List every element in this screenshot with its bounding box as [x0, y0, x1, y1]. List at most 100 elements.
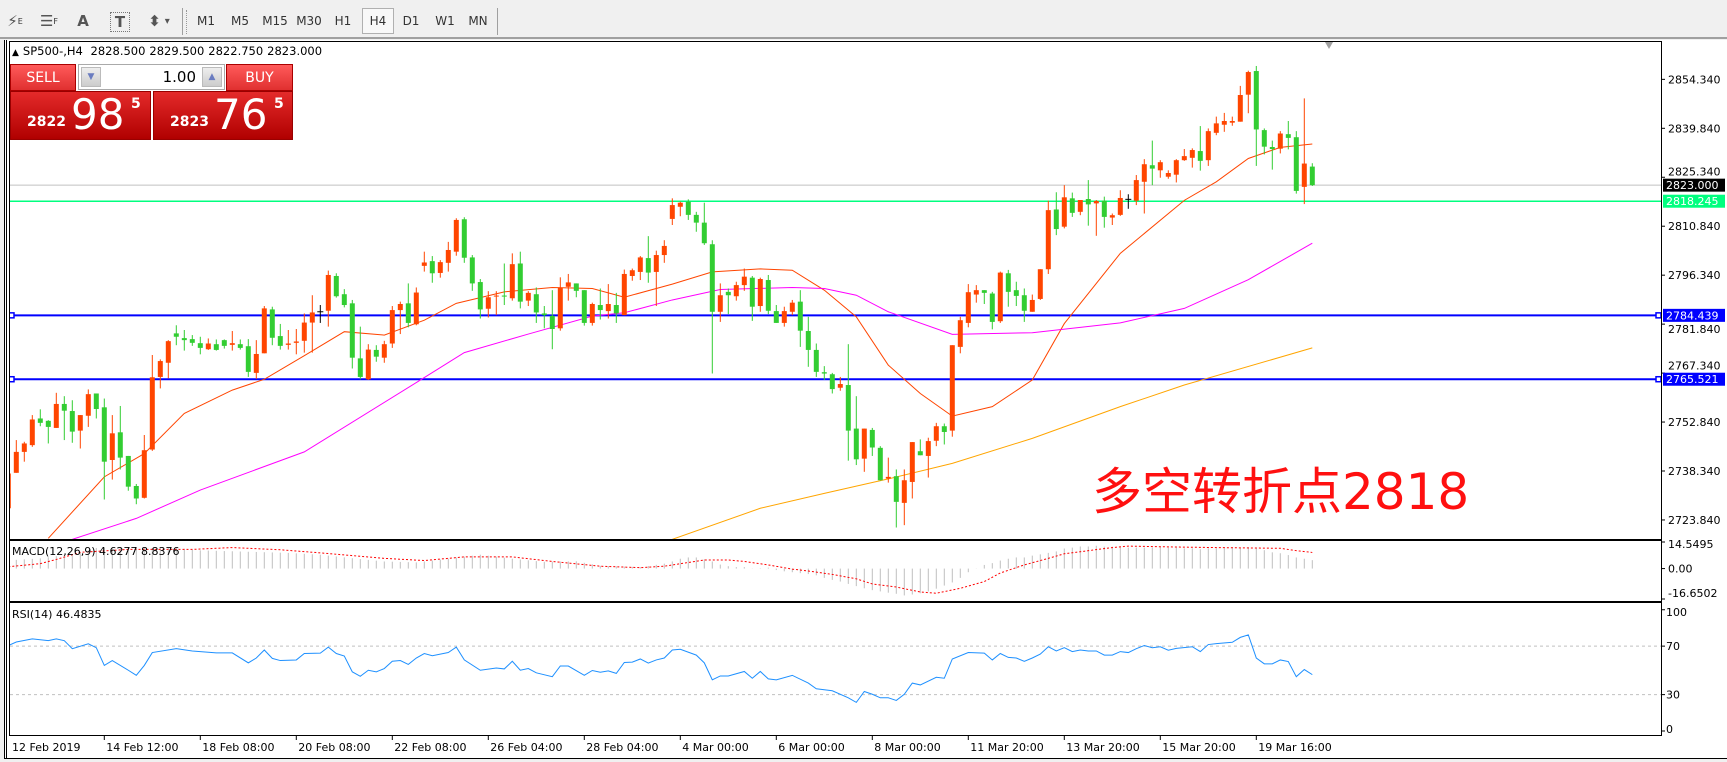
rsi-chart [10, 634, 1661, 704]
candle-body [949, 345, 955, 431]
line-price-tag: 2784.439 [1666, 309, 1719, 322]
line-handle-left [10, 375, 15, 383]
timeframe-h1[interactable]: H1 [334, 14, 352, 28]
time-axis: 12 Feb 2019 14 Feb 12:00 18 Feb 08:00 20 Fe… [12, 736, 1332, 754]
rsi-panel[interactable] [9, 602, 1662, 736]
timeframe-m5[interactable]: M5 [231, 14, 249, 28]
arrows-icon[interactable]: ⬍ ▾ [140, 9, 178, 33]
buy-button[interactable]: BUY [226, 64, 293, 91]
macd-name: MACD(12,26,9) [12, 545, 96, 558]
toolbar-separator [182, 8, 183, 35]
candle-body [1237, 95, 1243, 122]
moving-average-line [672, 347, 1313, 539]
candle-body [541, 313, 547, 316]
macd-signal-line [10, 545, 1313, 594]
ask-price-button[interactable]: 2823 76 5 [153, 90, 293, 140]
candle-body [637, 257, 643, 272]
candle-body [1093, 201, 1099, 204]
candle-body [1061, 197, 1067, 227]
candle-body [181, 338, 187, 341]
text-label-icon[interactable]: T [110, 12, 130, 32]
macd-panel[interactable] [9, 540, 1662, 602]
candle-body [1277, 133, 1283, 149]
candle-body [941, 426, 947, 432]
candle-body [397, 304, 403, 311]
volume-decrease-button[interactable]: ▼ [81, 67, 101, 87]
bid-price-button[interactable]: 2822 98 5 [10, 90, 151, 140]
volume-increase-button[interactable]: ▲ [202, 67, 222, 87]
close-value: 2823.000 [267, 44, 323, 58]
time-tick-label: 28 Feb 04:00 [586, 741, 658, 754]
candle-body [325, 274, 331, 311]
candle-body [1221, 121, 1227, 125]
candle-body [157, 361, 163, 377]
price-tick-label: 2767.340 [1668, 360, 1721, 373]
candle-body [661, 245, 667, 256]
sell-button[interactable]: SELL [10, 64, 76, 91]
indicators-icon[interactable]: ⚡ E [2, 9, 28, 33]
objects-list-glyph: ☰ [39, 12, 54, 30]
toolbar-separator [497, 8, 498, 35]
candle-body [173, 333, 179, 337]
chart-annotation-text[interactable]: 多空转折点2818 [1092, 463, 1470, 521]
candle-body [877, 447, 883, 481]
timeframe-w1[interactable]: W1 [435, 14, 455, 28]
candle-body [85, 394, 91, 416]
chart-shift-marker [1325, 42, 1333, 49]
collapse-arrow-icon[interactable]: ▲ [12, 48, 19, 58]
candle-body [549, 315, 555, 329]
candle-body [517, 263, 523, 302]
candle-body [285, 343, 291, 345]
volume-spinner[interactable]: ▼ 1.00 ▲ [78, 64, 225, 90]
price-axis: 2854.340 2839.840 2825.340 2810.840 2796.340… [1661, 73, 1725, 736]
candle-body [421, 262, 427, 266]
candle-body [1101, 200, 1107, 217]
candle-body [237, 344, 243, 348]
timeframe-h4[interactable]: H4 [362, 8, 394, 34]
line-price-tag-bg [1663, 308, 1725, 322]
candle-body [461, 219, 467, 258]
chart-toolbar: ⚡ E ☰ F A T ⬍ ▾ M1 M5 M15 M30 H1 H4 D1 W1 M… [0, 6, 1727, 39]
candle-body [789, 302, 795, 312]
candle-body [1013, 290, 1019, 296]
line-handle-right [1655, 375, 1661, 383]
candle-body [221, 340, 227, 346]
candle-body [1077, 200, 1083, 212]
candle-body [1005, 273, 1011, 292]
candle-body [61, 403, 67, 411]
volume-input[interactable]: 1.00 [162, 68, 196, 86]
candle-body [861, 428, 867, 459]
text-icon[interactable]: A [70, 9, 96, 33]
candle-body [957, 320, 963, 347]
candle-body [989, 293, 995, 322]
time-tick-label: 18 Feb 08:00 [202, 741, 274, 754]
candle-body [1293, 137, 1299, 191]
toolbar-grip[interactable] [186, 10, 189, 34]
timeframe-m1[interactable]: M1 [197, 14, 215, 28]
time-tick-label: 15 Mar 20:00 [1162, 741, 1235, 754]
candle-body [1205, 131, 1211, 161]
candle-body [357, 358, 363, 377]
macd-main-value: 4.6277 [99, 545, 138, 558]
candle-body [565, 282, 571, 287]
timeframe-m30[interactable]: M30 [296, 14, 322, 28]
candle-body [349, 303, 355, 358]
rsi-name: RSI(14) [12, 608, 53, 621]
candle-body [973, 290, 979, 295]
line-handle-right [1655, 312, 1661, 319]
bid-prefix: 2822 [27, 114, 66, 130]
candle-body [445, 249, 451, 263]
candle-body [1053, 209, 1059, 230]
timeframe-mn[interactable]: MN [468, 14, 488, 28]
candle-body [997, 272, 1003, 322]
timeframe-d1[interactable]: D1 [402, 14, 420, 28]
objects-list-icon[interactable]: ☰ F [36, 9, 62, 33]
candle-body [29, 419, 35, 446]
price-tick-label: 2810.840 [1668, 220, 1721, 233]
candle-body [1181, 156, 1187, 161]
price-chart[interactable] [10, 42, 1661, 539]
candle-body [133, 485, 139, 499]
candle-body [925, 441, 931, 456]
candle-body [141, 450, 147, 498]
timeframe-m15[interactable]: M15 [262, 14, 288, 28]
